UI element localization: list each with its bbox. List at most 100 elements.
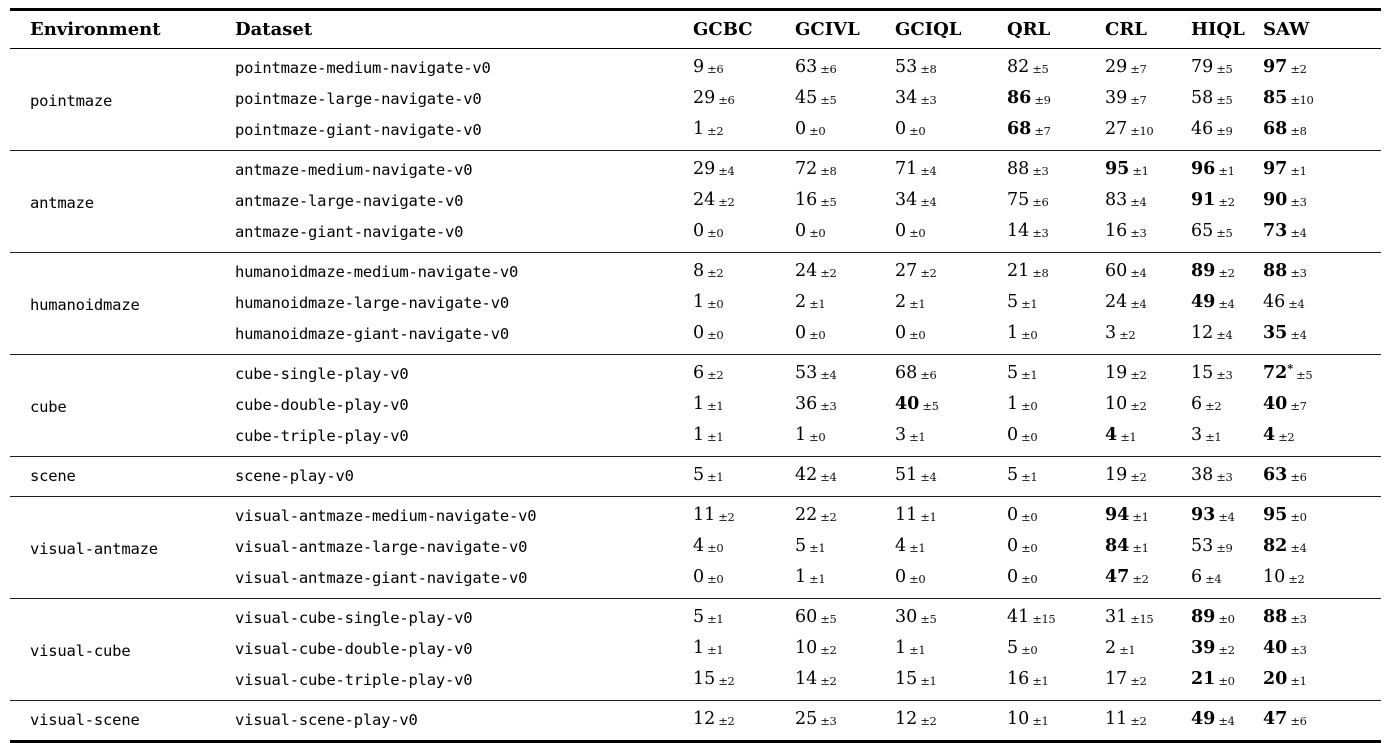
score-value: 82 <box>1007 57 1030 77</box>
score-stddev: ±4 <box>1218 297 1235 311</box>
score-cell: 19 ±2 <box>1085 355 1171 391</box>
score-cell: 3 ±1 <box>1171 421 1243 457</box>
score-cell: 0 ±0 <box>875 563 987 599</box>
score-stddev: ±10 <box>1290 93 1314 107</box>
score-cell: 97 ±1 <box>1243 151 1381 187</box>
score-value: 97 <box>1263 57 1288 77</box>
dataset-label: antmaze-giant-navigate-v0 <box>235 223 464 241</box>
score-value: 0 <box>895 323 907 343</box>
score-cell: 16 ±3 <box>1085 217 1171 253</box>
score-value: 49 <box>1191 709 1216 729</box>
score-value: 24 <box>795 261 818 281</box>
score-stddev: ±0 <box>707 297 724 311</box>
score-value: 40 <box>895 394 920 414</box>
score-cell: 60 ±5 <box>775 599 875 635</box>
score-cell: 53 ±9 <box>1171 532 1243 563</box>
table-row: visual-cube-double-play-v0 1 ±1 10 ±2 1 ±1 5 ±0 2… <box>10 634 1381 665</box>
score-cell: 73 ±4 <box>1243 217 1381 253</box>
table-row: cube cube-single-play-v0 6 ±2 53 ±4 68 ±6 5 ±1 19 ±… <box>10 355 1381 416</box>
score-stddev: ±1 <box>1290 674 1307 688</box>
score-value: 4 <box>895 536 907 556</box>
score-stddev: ±2 <box>707 124 724 138</box>
score-value: 29 <box>693 159 716 179</box>
score-stddev: ±4 <box>1216 328 1233 342</box>
score-stddev: ±0 <box>809 328 826 342</box>
section-pointmaze: pointmaze pointmaze-medium-navigate-v0 9 ±6… <box>10 48 1381 151</box>
score-stddev: ±1 <box>707 470 724 484</box>
table-row: pointmaze pointmaze-medium-navigate-v0 9 ±6… <box>10 49 1381 110</box>
score-value: 0 <box>795 119 807 139</box>
score-stddev: ±6 <box>1290 470 1307 484</box>
score-value: 0 <box>1007 425 1019 445</box>
score-value: 84 <box>1105 536 1130 556</box>
score-cell: 5 ±1 <box>987 457 1085 497</box>
score-value: 3 <box>1105 323 1117 343</box>
column-header-crl: CRL <box>1105 19 1147 40</box>
score-value: 29 <box>693 88 716 108</box>
score-value: 24 <box>1105 292 1128 312</box>
score-stddev: ±2 <box>707 368 724 382</box>
score-cell: 88 ±3 <box>987 151 1085 187</box>
table-row: antmaze-giant-navigate-v0 0 ±0 0 ±0 0 ±0 14 ±3 16… <box>10 217 1381 253</box>
score-stddev: ±1 <box>1132 541 1149 555</box>
dataset-label: humanoidmaze-large-navigate-v0 <box>235 294 509 312</box>
table-row: cube-double-play-v0 1 ±1 36 ±3 40 ±5 1 ±0 10 ±2 6 ±2… <box>10 390 1381 421</box>
score-value: 12 <box>693 709 716 729</box>
score-cell: 0 ±0 <box>875 115 987 151</box>
column-header-qrl: QRL <box>1007 19 1051 40</box>
score-stddev: ±2 <box>1218 195 1235 209</box>
column-header-gcivl: GCIVL <box>795 19 860 40</box>
score-stddev: ±0 <box>707 226 724 240</box>
score-cell: 39 ±2 <box>1171 634 1243 665</box>
score-stddev: ±1 <box>909 643 926 657</box>
score-value: 53 <box>895 57 918 77</box>
score-stddev: ±6 <box>820 62 837 76</box>
score-stddev: ±1 <box>1218 164 1235 178</box>
column-header-dataset: Dataset <box>235 19 313 40</box>
score-stddev: ±4 <box>1290 226 1307 240</box>
score-value: 96 <box>1191 159 1216 179</box>
score-value: 46 <box>1263 292 1286 312</box>
score-value: 97 <box>1263 159 1288 179</box>
score-stddev: ±1 <box>707 430 724 444</box>
score-cell: 10 ±1 <box>987 701 1085 742</box>
score-cell: 29 ±7 <box>1085 49 1171 85</box>
score-value: 63 <box>795 57 818 77</box>
score-value: 93 <box>1191 505 1216 525</box>
score-stddev: ±15 <box>1032 612 1056 626</box>
score-cell: 75 ±6 <box>987 186 1085 217</box>
score-cell: 20 ±1 <box>1243 665 1381 701</box>
score-value: 49 <box>1191 292 1216 312</box>
score-cell: 3 ±2 <box>1085 319 1171 355</box>
score-value: 4 <box>1263 425 1276 445</box>
score-cell: 38 ±3 <box>1171 457 1243 497</box>
score-cell: 41 ±15 <box>987 599 1085 635</box>
score-cell: 84 ±1 <box>1085 532 1171 563</box>
score-cell: 95 ±1 <box>1085 151 1171 187</box>
score-cell: 1 ±1 <box>673 390 775 421</box>
score-cell: 9 ±6 <box>673 49 775 85</box>
score-cell: 42 ±4 <box>775 457 875 497</box>
score-value: 41 <box>1007 607 1030 627</box>
environment-label: humanoidmaze <box>30 296 140 314</box>
score-value: 75 <box>1007 190 1030 210</box>
score-cell: 5 ±1 <box>673 457 775 497</box>
score-cell: 45 ±5 <box>775 84 875 115</box>
dataset-label: visual-cube-double-play-v0 <box>235 640 473 658</box>
score-value: 91 <box>1191 190 1216 210</box>
score-cell: 4 ±1 <box>1085 421 1171 457</box>
score-value: 0 <box>895 119 907 139</box>
score-stddev: ±7 <box>1034 124 1051 138</box>
score-stddev: ±0 <box>909 226 926 240</box>
score-cell: 93 ±4 <box>1171 497 1243 533</box>
score-stddev: ±4 <box>1205 572 1222 586</box>
score-cell: 49 ±4 <box>1171 701 1243 742</box>
score-stddev: ±5 <box>820 93 837 107</box>
score-cell: 90 ±3 <box>1243 186 1381 217</box>
score-value: 68 <box>1007 119 1032 139</box>
section-antmaze: antmaze antmaze-medium-navigate-v0 29 ±4 72 ±… <box>10 150 1381 253</box>
score-cell: 72 ±8 <box>775 151 875 187</box>
score-value: 29 <box>1105 57 1128 77</box>
score-value: 40 <box>1263 638 1288 658</box>
score-stddev: ±10 <box>1130 124 1154 138</box>
